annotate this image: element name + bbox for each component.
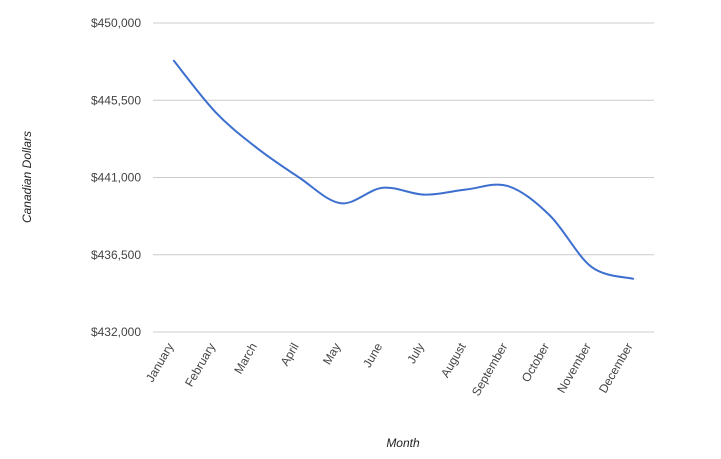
gridlines [153,22,654,333]
y-axis-title: Canadian Dollars [20,131,34,223]
y-tick-label: $445,500 [91,93,141,107]
x-tick-label: January [143,341,176,385]
x-tick-label: November [554,341,594,396]
x-tick-label: May [320,341,343,368]
x-tick-label: December [596,341,636,396]
x-tick-label: February [182,341,218,390]
x-axis-tick-labels: January February March April May June July Augu… [143,340,636,398]
x-tick-label: September [469,341,510,399]
y-axis-tick-labels: $432,000 $436,500 $441,000 $445,500 $450,000 [91,16,141,339]
x-tick-label: August [438,340,469,380]
x-tick-label: June [360,340,385,370]
y-tick-label: $436,500 [91,248,141,262]
y-tick-label: $432,000 [91,325,141,339]
series-lines [172,59,635,280]
x-tick-label: July [404,341,427,366]
y-tick-label: $450,000 [91,16,141,30]
x-tick-label: October [519,340,552,384]
x-axis-title: Month [386,436,420,450]
x-tick-label: April [278,341,302,369]
series-line [172,59,635,280]
x-tick-label: March [231,341,260,377]
y-tick-label: $441,000 [91,171,141,185]
